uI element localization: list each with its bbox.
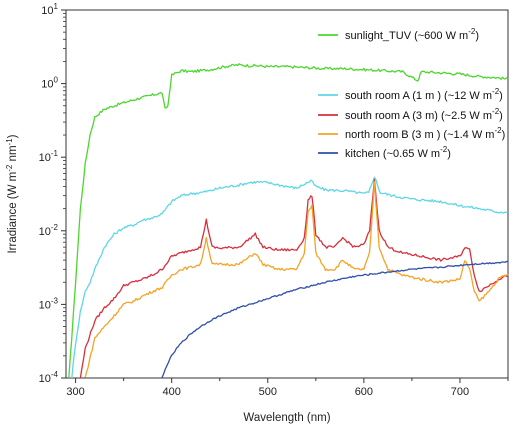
y-axis-label: Irradiance (W m-2 nm-1): [5, 134, 19, 253]
x-tick-label: 300: [66, 386, 84, 398]
legend-label: sunlight_TUV (~600 W m-2): [345, 27, 479, 42]
x-tick-label: 500: [259, 386, 277, 398]
y-tick-label: 10-4: [39, 370, 59, 385]
series-line: [84, 181, 509, 378]
legend-label: south room A (3 m) (~2.5 W m-2): [345, 107, 503, 122]
x-tick-label: 600: [355, 386, 373, 398]
legend: sunlight_TUV (~600 W m-2) south room A (1…: [318, 27, 505, 160]
x-tick-label: 400: [163, 386, 181, 398]
series-line: [161, 260, 509, 378]
x-axis-label: Wavelength (nm): [243, 412, 330, 424]
y-tick-label: 10-2: [39, 223, 59, 238]
series-line: [71, 176, 509, 379]
series-line: [79, 178, 509, 379]
series-layer: [68, 63, 509, 379]
series-line: [68, 63, 509, 378]
y-axis-ticks: 10-4 10-3 10-2 10-1 100 101: [39, 2, 66, 385]
legend-label: north room B (3 m ) (~1.4 W m-2): [345, 126, 505, 141]
y-tick-label: 100: [41, 76, 58, 91]
legend-label: south room A (1 m ) (~12 W m-2): [345, 87, 503, 102]
plot-frame: [65, 9, 509, 379]
x-tick-label: 700: [451, 386, 469, 398]
y-tick-label: 101: [41, 2, 58, 17]
x-axis-ticks: 300 400 500 600 700: [66, 378, 509, 398]
legend-label: kitchen (~0.65 W m-2): [345, 145, 451, 160]
y-tick-label: 10-3: [39, 296, 59, 311]
y-tick-label: 10-1: [39, 149, 59, 164]
